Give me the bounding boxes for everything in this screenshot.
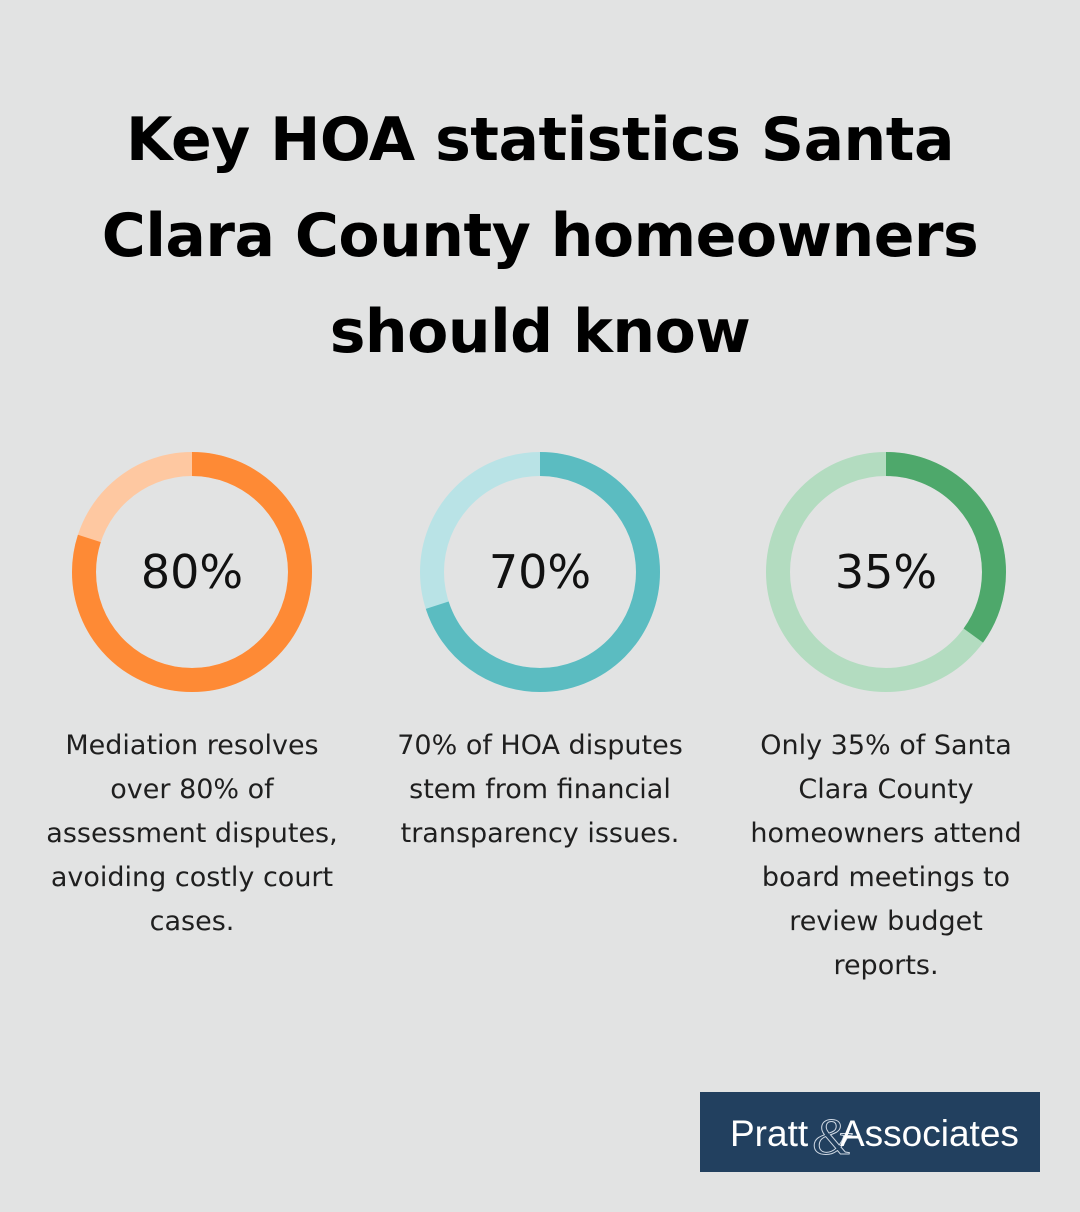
logo-text-pratt: Pratt xyxy=(730,1113,809,1154)
donut-arc-3 xyxy=(766,452,1006,692)
stat-description-1: Mediation resolves over 80% of assessmen… xyxy=(46,730,338,937)
stat-card-3: 35% Only 35% of Santa Clara County homeo… xyxy=(736,452,1036,988)
donut-value-2: 70% xyxy=(488,545,592,599)
stat-description-3: Only 35% of Santa Clara County homeowner… xyxy=(750,730,1022,981)
stat-description-2: 70% of HOA disputes stem from financial … xyxy=(397,730,683,849)
page-title: Key HOA statistics Santa Clara County ho… xyxy=(101,105,979,367)
logo-wordmark: Pratt & Associates xyxy=(730,1109,1019,1163)
pratt-associates-logo: Pratt & Associates xyxy=(700,1092,1040,1172)
donut-value-1: 80% xyxy=(140,545,244,599)
logo-text-associates: Associates xyxy=(840,1113,1019,1154)
donut-chart-2: 70% xyxy=(420,452,660,692)
donut-value-3: 35% xyxy=(834,545,938,599)
donut-chart-1: 80% xyxy=(72,452,312,692)
donut-arc-2 xyxy=(420,452,660,692)
logo-ampersand: & xyxy=(812,1109,853,1162)
donut-chart-3: 35% xyxy=(766,452,1006,692)
donut-svg-2 xyxy=(420,452,660,692)
donut-svg-1 xyxy=(72,452,312,692)
stat-card-2: 70% 70% of HOA disputes stem from financ… xyxy=(390,452,690,856)
donut-svg-3 xyxy=(766,452,1006,692)
stat-card-1: 80% Mediation resolves over 80% of asses… xyxy=(42,452,342,944)
donut-arc-1 xyxy=(72,452,312,692)
